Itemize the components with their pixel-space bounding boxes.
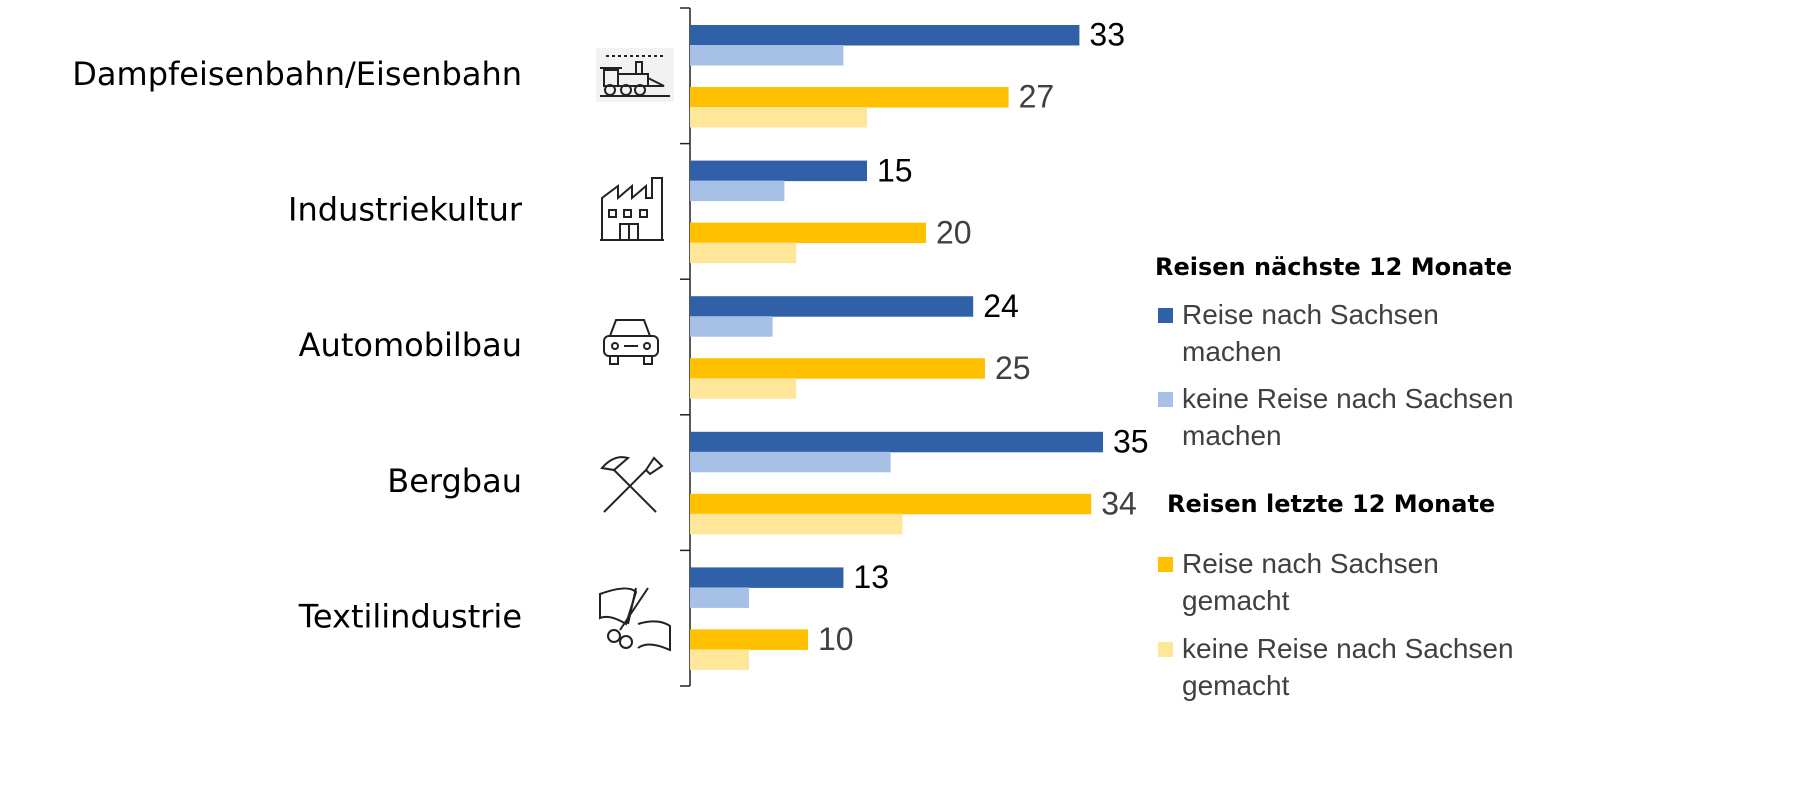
bar xyxy=(690,242,797,264)
legend-label: keine Reise nach Sachsen machen xyxy=(1182,383,1514,451)
category-label: Bergbau xyxy=(387,462,522,500)
icon-train xyxy=(596,48,674,102)
bar xyxy=(690,25,1080,46)
legend-title: Reisen nächste 12 Monate xyxy=(1155,253,1513,281)
bar xyxy=(690,316,773,337)
icon-factory xyxy=(600,177,664,241)
legend-swatch xyxy=(1158,557,1173,572)
category-label: Industriekultur xyxy=(288,191,523,229)
value-label: 33 xyxy=(1089,17,1125,53)
bar xyxy=(690,45,844,66)
bar xyxy=(690,107,867,128)
category-label: Dampfeisenbahn/Eisenbahn xyxy=(72,55,522,93)
value-label: 27 xyxy=(1019,79,1055,115)
icon-mining xyxy=(600,456,664,513)
icon-textile xyxy=(599,587,671,652)
bar xyxy=(690,451,891,473)
bar xyxy=(690,493,1092,515)
bar xyxy=(690,358,985,379)
value-label: 35 xyxy=(1113,424,1149,460)
value-label: 25 xyxy=(995,350,1031,386)
legend-label: Reise nach Sachsen machen xyxy=(1182,299,1439,367)
bar xyxy=(690,649,749,670)
value-label: 34 xyxy=(1101,486,1137,522)
category-label: Textilindustrie xyxy=(298,597,522,635)
value-label: 13 xyxy=(853,559,889,595)
bar xyxy=(690,180,785,202)
bar xyxy=(690,160,867,182)
legend-title: Reisen letzte 12 Monate xyxy=(1167,490,1496,518)
category-label: Automobilbau xyxy=(299,326,522,364)
value-label: 15 xyxy=(877,152,913,188)
icon-car xyxy=(603,319,659,365)
bar xyxy=(690,513,903,535)
bar xyxy=(690,587,749,608)
bar xyxy=(690,87,1009,108)
legend-swatch xyxy=(1158,308,1173,323)
legend-label: keine Reise nach Sachsen gemacht xyxy=(1182,633,1514,701)
bar xyxy=(690,222,926,244)
bar xyxy=(690,296,974,317)
bar xyxy=(690,378,797,399)
bar xyxy=(690,567,844,588)
legend-swatch xyxy=(1158,392,1173,407)
legend-label: Reise nach Sachsen gemacht xyxy=(1182,548,1439,616)
bar xyxy=(690,431,1103,453)
value-label: 20 xyxy=(936,214,972,250)
bar xyxy=(690,629,808,650)
legend-swatch xyxy=(1158,642,1173,657)
value-label: 24 xyxy=(983,288,1019,324)
value-label: 10 xyxy=(818,621,854,657)
